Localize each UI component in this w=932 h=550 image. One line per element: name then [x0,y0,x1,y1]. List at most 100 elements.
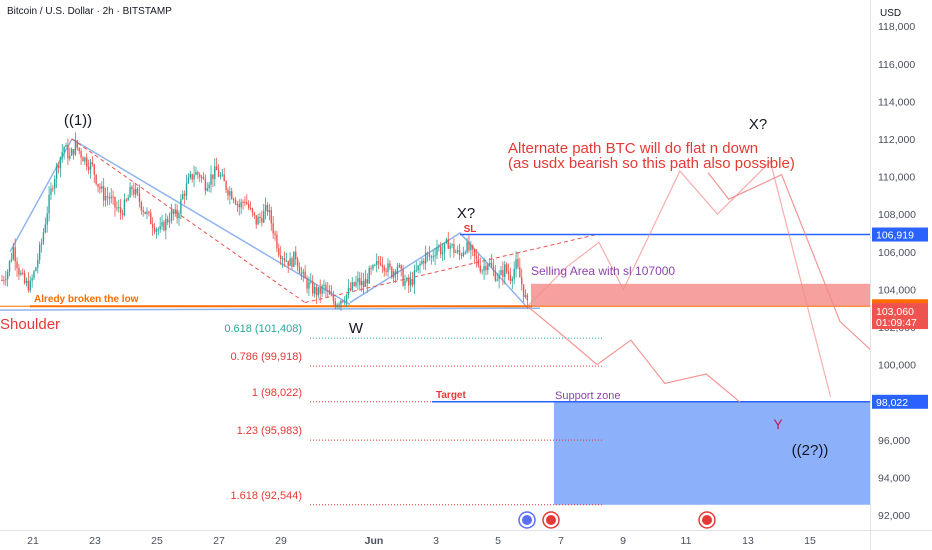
candle-body [242,201,244,203]
candle-body [370,267,372,269]
candle-body [155,229,158,232]
time-axis[interactable] [0,530,870,550]
candle-body [170,210,173,222]
candle-body [217,170,220,177]
candle-body [313,286,316,294]
candle-body [488,262,491,265]
candle-body [27,280,30,291]
candle-body [101,186,103,189]
candle-body [89,162,92,170]
candle-body [161,222,163,227]
candle-body [473,249,476,256]
candle-body [310,281,312,283]
sl-price-tag-label: 106,919 [876,230,914,242]
y-label: Y [773,416,783,432]
candle-body [72,149,75,155]
candle-body [342,300,344,302]
candle-body [38,244,41,260]
lightning-event-icon[interactable] [518,511,536,529]
candle-body [236,204,239,206]
candle-body [466,241,468,253]
candle-body [502,270,504,278]
candle-body [351,282,353,291]
price-axis[interactable] [870,0,932,550]
candle-body [404,280,406,286]
candle-body [12,247,14,260]
x-tick-label: 13 [742,535,754,547]
candle-body [451,244,453,246]
candle-body [219,175,222,177]
y-tick-label: 100,000 [878,360,916,372]
candle-body [69,155,71,159]
candle-body [199,174,201,178]
candle-body [323,284,325,286]
candle-body [54,179,56,189]
candle-body [443,242,446,253]
countdown-label: 01:09:47 [876,317,917,329]
candle-body [276,234,278,249]
candle-body [417,265,419,271]
candle-body [229,191,231,196]
candle-body [106,196,109,198]
candle-body [377,261,380,263]
candle-body [16,261,18,269]
candle-body [492,266,495,271]
target-label: Target [436,390,466,401]
candle-body [231,191,233,199]
candle-body [349,288,352,291]
candle-body [456,250,459,252]
candle-body [159,226,161,230]
candle-body [462,252,465,256]
candle-body [67,145,69,159]
x-tick-label: 15 [804,535,816,547]
fib-123-label: 1.23 (95,983) [237,425,302,437]
candle-body [432,256,434,258]
candle-body [347,288,350,295]
candle-body [240,201,242,208]
x-label-2: X? [749,116,767,133]
candle-body [406,278,408,281]
candle-body [176,209,178,219]
x-tick-label: 7 [558,535,564,547]
x-tick-label: Jun [365,535,384,547]
y-tick-label: 118,000 [878,21,915,33]
candle-body [274,233,276,235]
candle-body [264,204,267,211]
candle-body [483,266,485,271]
us-flag-event-icon[interactable] [542,511,560,529]
candle-body [306,278,308,289]
candle-body [127,197,129,201]
candle-body [266,204,269,213]
candle-body [238,204,240,208]
candle-body [509,274,512,281]
candle-body [391,267,393,278]
candle-body [300,273,303,275]
candle-body [334,301,336,308]
candle-body [110,196,112,199]
fib-1618-label: 1.618 (92,544) [230,490,302,502]
candle-body [251,208,254,213]
us-flag-event-icon-2[interactable] [698,511,716,529]
candle-body [59,157,62,169]
candle-body [287,260,289,267]
candle-body [336,304,338,308]
candle-body [460,254,463,256]
candle-body [402,268,404,286]
chart-title: Bitcoin / U.S. Dollar · 2h · BITSTAMP [7,6,172,17]
y-tick-label: 96,000 [878,435,910,447]
candle-body [522,284,525,297]
candle-body [362,281,365,288]
candle-body [61,152,63,158]
candle-body [3,280,5,282]
broken-low-label: Alredy broken the low [34,294,139,305]
candle-body [477,258,480,266]
candle-body [366,279,369,284]
candle-body [440,246,442,255]
candle-body [108,197,111,199]
candle-body [123,199,126,216]
candle-body [315,286,318,296]
candle-body [494,270,497,281]
x-tick-label: 11 [681,535,692,547]
candle-body [165,218,167,231]
